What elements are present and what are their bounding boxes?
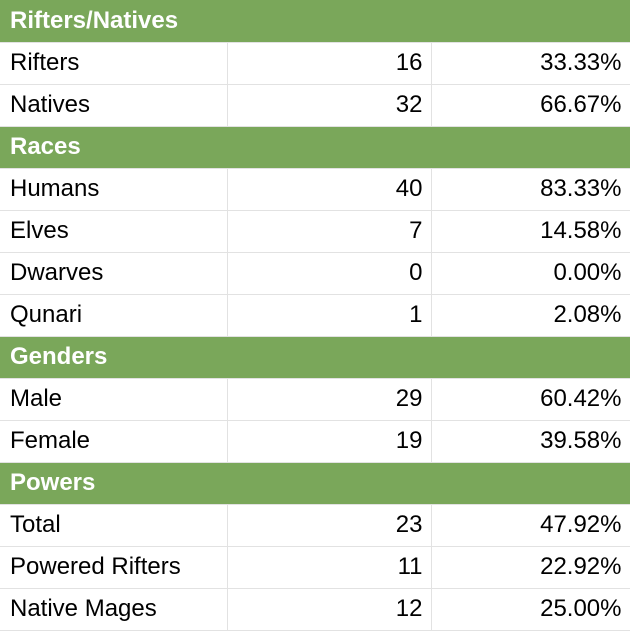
section-title[interactable]: Powers	[0, 462, 630, 505]
row-label-cell[interactable]: Female	[0, 420, 228, 463]
row-label-cell[interactable]: Dwarves	[0, 252, 228, 295]
row-count-cell[interactable]: 32	[227, 84, 432, 127]
row-percent-cell[interactable]: 14.58%	[431, 210, 630, 253]
row-label-cell[interactable]: Rifters	[0, 42, 228, 85]
row-percent-cell[interactable]: 25.00%	[431, 588, 630, 631]
row-label-cell[interactable]: Elves	[0, 210, 228, 253]
table-row: Humans 40 83.33%	[0, 168, 630, 211]
row-percent-cell[interactable]: 33.33%	[431, 42, 630, 85]
section-header-genders[interactable]: Genders	[0, 336, 630, 379]
row-label-cell[interactable]: Powered Rifters	[0, 546, 228, 589]
section-title[interactable]: Rifters/Natives	[0, 0, 630, 43]
section-title[interactable]: Genders	[0, 336, 630, 379]
row-percent-cell[interactable]: 66.67%	[431, 84, 630, 127]
row-count-cell[interactable]: 12	[227, 588, 432, 631]
section-header-powers[interactable]: Powers	[0, 462, 630, 505]
row-percent-cell[interactable]: 83.33%	[431, 168, 630, 211]
row-label-cell[interactable]: Qunari	[0, 294, 228, 337]
row-count-cell[interactable]: 16	[227, 42, 432, 85]
row-count-cell[interactable]: 19	[227, 420, 432, 463]
table-row: Dwarves 0 0.00%	[0, 252, 630, 295]
row-percent-cell[interactable]: 0.00%	[431, 252, 630, 295]
table-row: Natives 32 66.67%	[0, 84, 630, 127]
table-row: Qunari 1 2.08%	[0, 294, 630, 337]
row-label-cell[interactable]: Native Mages	[0, 588, 228, 631]
row-count-cell[interactable]: 29	[227, 378, 432, 421]
table-row: Male 29 60.42%	[0, 378, 630, 421]
row-count-cell[interactable]: 7	[227, 210, 432, 253]
row-count-cell[interactable]: 11	[227, 546, 432, 589]
row-count-cell[interactable]: 0	[227, 252, 432, 295]
row-percent-cell[interactable]: 60.42%	[431, 378, 630, 421]
section-header-rifters-natives[interactable]: Rifters/Natives	[0, 0, 630, 43]
row-label-cell[interactable]: Male	[0, 378, 228, 421]
row-label-cell[interactable]: Humans	[0, 168, 228, 211]
table-row: Female 19 39.58%	[0, 420, 630, 463]
row-label-cell[interactable]: Total	[0, 504, 228, 547]
row-percent-cell[interactable]: 39.58%	[431, 420, 630, 463]
row-label-cell[interactable]: Natives	[0, 84, 228, 127]
table-row: Powered Rifters 11 22.92%	[0, 546, 630, 589]
row-count-cell[interactable]: 40	[227, 168, 432, 211]
row-count-cell[interactable]: 23	[227, 504, 432, 547]
row-percent-cell[interactable]: 22.92%	[431, 546, 630, 589]
section-title[interactable]: Races	[0, 126, 630, 169]
table-row: Native Mages 12 25.00%	[0, 588, 630, 631]
table-row: Rifters 16 33.33%	[0, 42, 630, 85]
row-percent-cell[interactable]: 47.92%	[431, 504, 630, 547]
table-row: Total 23 47.92%	[0, 504, 630, 547]
row-count-cell[interactable]: 1	[227, 294, 432, 337]
table-row: Elves 7 14.58%	[0, 210, 630, 253]
row-percent-cell[interactable]: 2.08%	[431, 294, 630, 337]
section-header-races[interactable]: Races	[0, 126, 630, 169]
